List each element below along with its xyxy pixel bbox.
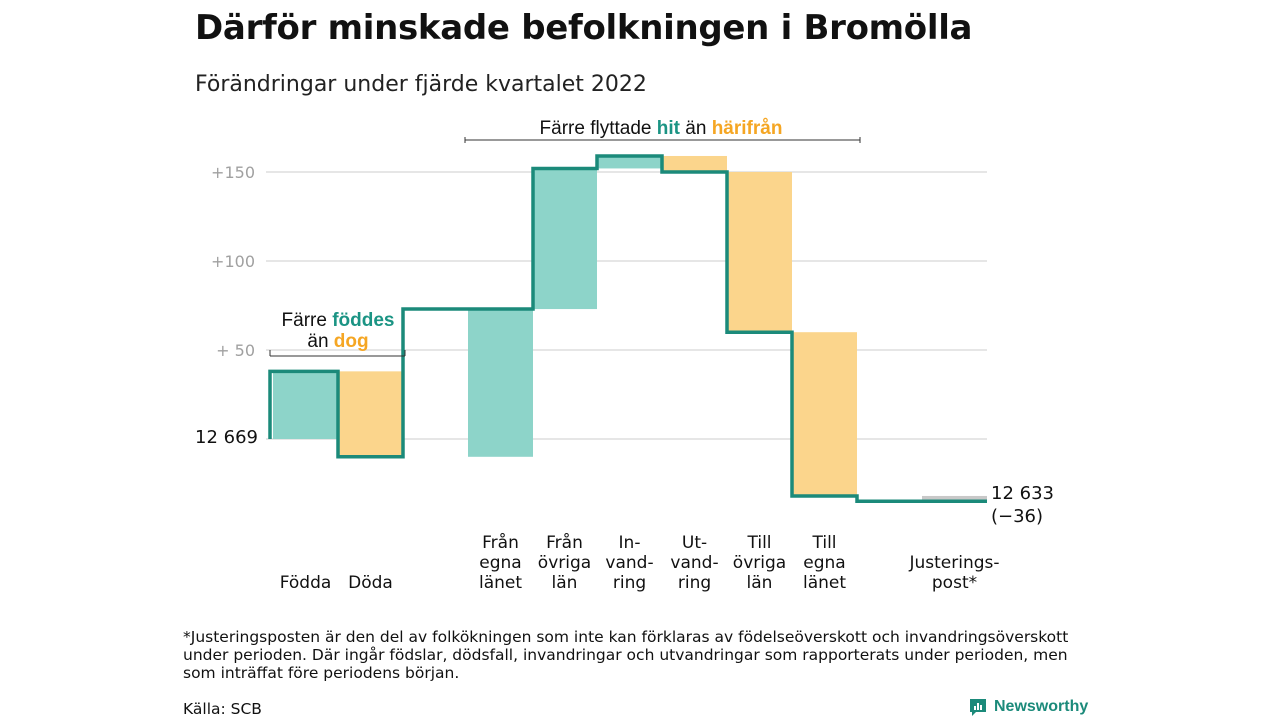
svg-text:än dog: än dog (307, 331, 368, 352)
bar-utvandring (662, 155, 727, 172)
bar-frånövrigalän (532, 168, 597, 310)
category-label: egna (479, 553, 521, 573)
chart-title: Därför minskade befolkningen i Bromölla (195, 8, 973, 48)
bars (273, 155, 987, 502)
start-total-label: 12 669 (195, 427, 258, 448)
migration-annotation: Färre flyttade hit än härifrån (464, 118, 861, 143)
category-label: In- (619, 533, 641, 553)
brand-logo[interactable]: Newsworthy (968, 697, 1088, 717)
bar-justeringspost (922, 495, 987, 502)
newsworthy-logo-icon (970, 699, 986, 716)
category-label: Födda (280, 573, 332, 593)
category-label: övriga (538, 553, 591, 573)
category-label: Ut- (682, 533, 707, 553)
category-label: vand- (605, 553, 653, 573)
y-tick-label: +100 (211, 252, 255, 271)
chart-subtitle: Förändringar under fjärde kvartalet 2022 (195, 72, 647, 97)
category-label: Justerings- (908, 553, 999, 573)
footnote: *Justeringsposten är den del av folkökni… (183, 628, 1069, 682)
annotation-bracket (464, 137, 861, 143)
y-tick-label: + 50 (216, 341, 255, 360)
category-labels: Födda DödaFrånegnalänetFrånövrigalänIn-va… (280, 532, 1000, 593)
svg-text:Färre föddes: Färre föddes (282, 310, 395, 331)
category-label: Döda (348, 573, 393, 593)
bar-födda (273, 371, 338, 439)
brand-name: Newsworthy (994, 698, 1089, 715)
category-label: Från (546, 532, 583, 553)
bar-frånegnalänet (468, 309, 533, 457)
category-label: Till (746, 533, 771, 553)
source-credit: Källa: SCB (183, 700, 262, 718)
annotation-highlight-died: dog (334, 331, 369, 352)
births-deaths-annotation: Färre föddes än dog (269, 310, 406, 357)
category-label: egna (803, 553, 845, 573)
annotation-text: Färre (282, 310, 333, 331)
annotation-text: Färre flyttade (540, 118, 657, 139)
category-label: vand- (670, 553, 718, 573)
category-label: post* (932, 573, 977, 593)
category-label: ring (678, 573, 711, 593)
bar-tillövrigalän (727, 172, 792, 333)
category-label: länet (803, 573, 846, 593)
category-label: övriga (733, 553, 786, 573)
bar-tillegnalänet (792, 332, 857, 496)
y-tick-label: +150 (211, 163, 255, 182)
annotation-highlight-in: hit (657, 118, 681, 139)
annotation-text: än (680, 118, 712, 139)
running-total-line (268, 154, 987, 504)
bar-döda (338, 371, 403, 457)
svg-text:Färre flyttade hit än härifrån: Färre flyttade hit än härifrån (540, 118, 783, 139)
annotation-highlight-born: föddes (332, 310, 394, 331)
annotation-text: än (307, 331, 333, 352)
net-change-label: (−36) (991, 506, 1043, 527)
category-label: län (747, 573, 773, 593)
category-label: Från (482, 532, 519, 553)
end-total-label: 12 633 (991, 483, 1054, 504)
annotation-bracket (269, 350, 406, 357)
annotation-highlight-out: härifrån (712, 118, 783, 139)
bar-invandring (597, 155, 662, 169)
step-line (268, 154, 987, 504)
category-label: län (552, 573, 578, 593)
category-label: Till (811, 533, 836, 553)
category-label: länet (479, 573, 522, 593)
category-label: ring (613, 573, 646, 593)
